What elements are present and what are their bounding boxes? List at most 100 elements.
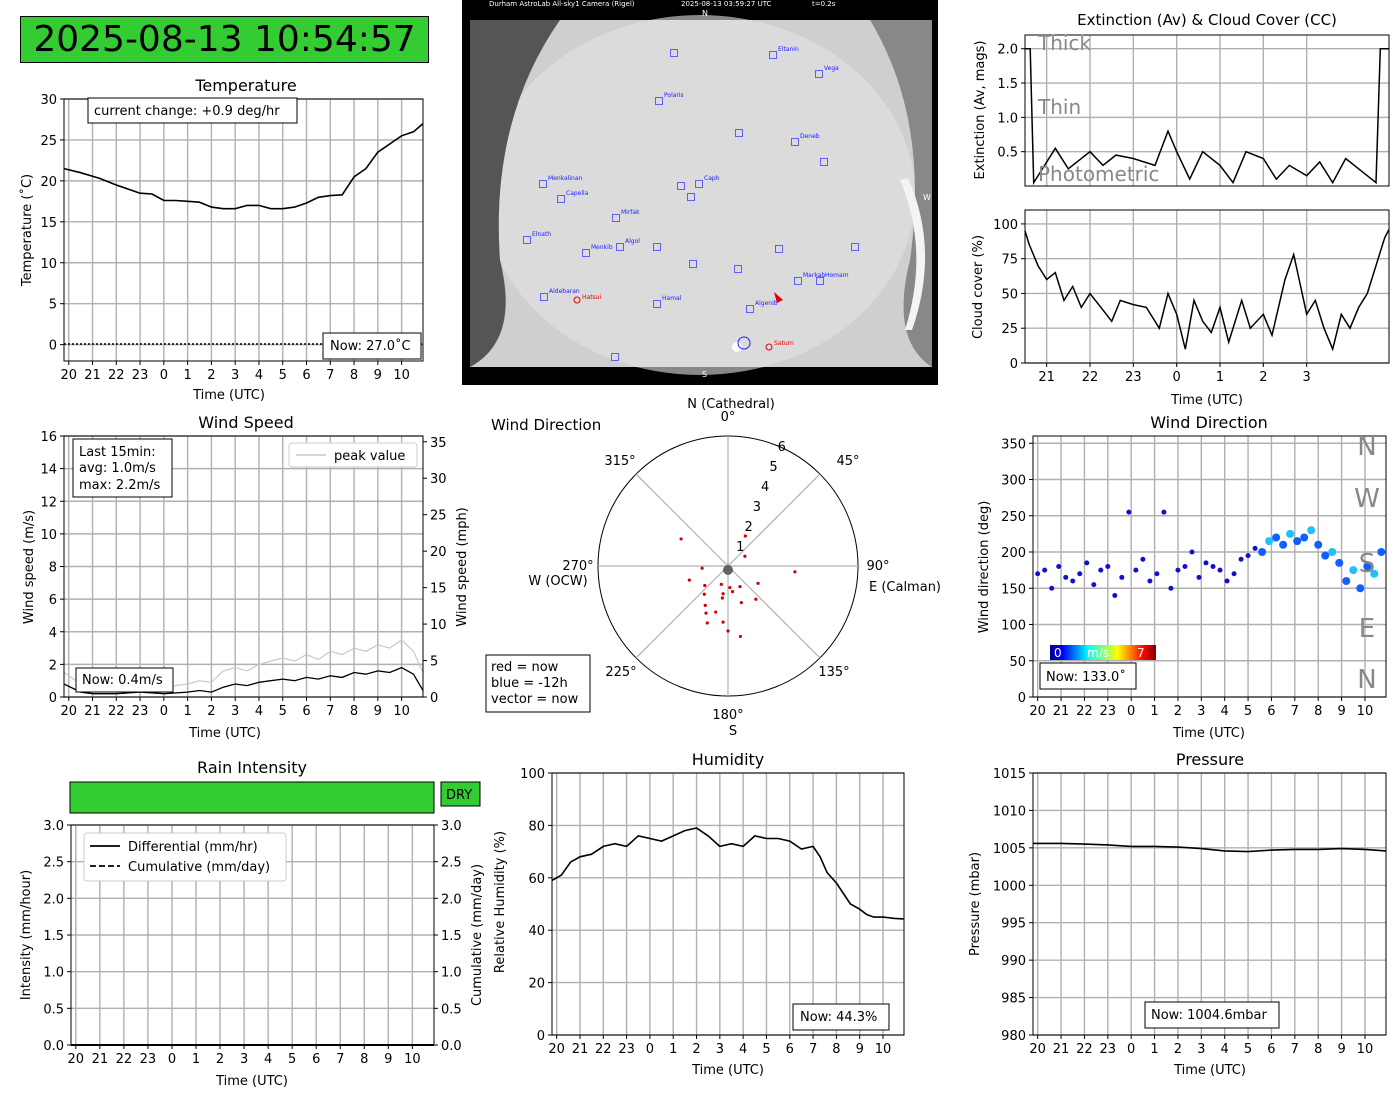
- allsky-star-markers: Eltanin Vega Polaris Deneb Menkalinan Capella…: [523, 46, 859, 361]
- temperature-y-ticks: 0 5 10 15 20 25 30: [40, 93, 64, 354]
- wind-direction-compass-label: N: [1357, 432, 1376, 462]
- cloud-ytick-label: 50: [1001, 287, 1018, 302]
- wind-direction-now-text: Now: 133.0˚: [1046, 669, 1126, 685]
- wind-speed-y2tick-label: 15: [430, 582, 447, 597]
- wind-direction-point: [1182, 564, 1188, 569]
- temperature-x-ticks: 20 21 22 23 0 1 2 3 4 5 6 7 8 9 10: [60, 361, 410, 383]
- humidity-xtick-label: 9: [856, 1042, 864, 1057]
- wind-direction-xtick-label: 7: [1291, 704, 1299, 719]
- wind-speed-legend-label: peak value: [334, 449, 405, 464]
- allsky-star-label: Caph: [704, 175, 720, 182]
- pressure-xtick-label: 7: [1291, 1042, 1299, 1057]
- wind-direction-point: [1321, 551, 1330, 560]
- wind-direction-point: [1077, 571, 1083, 577]
- allsky-star-box: [769, 51, 777, 59]
- wind-speed-ytick-label: 0: [49, 691, 57, 706]
- temperature-xtick-label: 1: [183, 368, 191, 383]
- rain-status-text: DRY: [446, 788, 472, 803]
- rain-cumulative-ytick-label: 2.5: [441, 856, 462, 871]
- rain-x-ticks: 20 21 22 23 0 1 2 3 4 5 6 7 8 9 10: [68, 1045, 421, 1067]
- rain-ytick-label: 1.5: [43, 929, 64, 944]
- wind-polar-title: Wind Direction: [491, 416, 601, 434]
- humidity-xtick-label: 6: [786, 1042, 794, 1057]
- allsky-label-w: W: [923, 193, 931, 202]
- wind-direction-point: [1105, 564, 1111, 569]
- wind-polar-point: [703, 583, 707, 588]
- wind-polar-legend-box: [485, 654, 591, 713]
- allsky-dome-edge: [900, 178, 926, 330]
- humidity-xtick-label: 0: [646, 1042, 654, 1057]
- allsky-star-label: Elnath: [532, 231, 551, 238]
- pressure-ytick-label: 1000: [993, 879, 1026, 894]
- pressure-xtick-label: 1: [1150, 1042, 1158, 1057]
- wind-polar-rtick-label: 5: [769, 460, 777, 475]
- wind-polar-legend-3: vector = now: [491, 692, 579, 707]
- rain-xtick-label: 10: [404, 1052, 421, 1067]
- rain-xtick-label: 20: [68, 1052, 85, 1067]
- rain-ylabel: Intensity (mm/hour): [19, 870, 34, 1000]
- wind-polar-label-s: S: [729, 724, 737, 739]
- wind-speed-ylabel: Wind speed (m/s): [22, 510, 37, 624]
- wind-direction-points: [1035, 509, 1386, 598]
- allsky-star-box: [653, 243, 661, 251]
- wind-polar-label-0: 0°: [721, 410, 736, 425]
- wind-direction-ytick-label: 350: [1001, 437, 1026, 452]
- wind-direction-point: [1189, 549, 1195, 555]
- humidity-series-line: [551, 827, 905, 920]
- temperature-title: Temperature: [194, 76, 296, 95]
- wind-direction-point: [1175, 567, 1181, 573]
- wind-polar-label-180: 180°: [712, 708, 743, 723]
- extinction-grid: [1025, 35, 1389, 186]
- allsky-star-box: [677, 182, 685, 190]
- temperature-series-line: [63, 122, 424, 210]
- wind-speed-stat-3: max: 2.2m/s: [79, 478, 161, 493]
- wind-direction-x-ticks: 20 21 22 23 0 1 2 3 4 5 6 7 8 9 10: [1029, 697, 1373, 719]
- wind-polar-points: [679, 534, 797, 639]
- wind-direction-xlabel: Time (UTC): [1172, 726, 1245, 741]
- pressure-xtick-label: 0: [1127, 1042, 1135, 1057]
- wind-speed-xtick-label: 4: [255, 704, 263, 719]
- wind-direction-point: [1314, 540, 1323, 549]
- wind-direction-point: [1272, 533, 1281, 542]
- pressure-x-ticks: 20 21 22 23 0 1 2 3 4 5 6 7 8 9 10: [1029, 1035, 1373, 1057]
- wind-direction-point: [1363, 562, 1372, 571]
- allsky-star-label: Algenib: [755, 300, 778, 307]
- wind-speed-xtick-label: 7: [326, 704, 334, 719]
- humidity-xtick-label: 7: [809, 1042, 817, 1057]
- humidity-ytick-label: 20: [528, 977, 545, 992]
- pressure-ytick-label: 1015: [993, 767, 1026, 782]
- rain-xtick-label: 0: [168, 1052, 176, 1067]
- allsky-bright-light: [732, 342, 742, 352]
- wind-speed-x-ticks: 20 21 22 23 0 1 2 3 4 5 6 7 8 9 10: [60, 697, 410, 719]
- wind-direction-ytick-label: 50: [1009, 655, 1026, 670]
- rain-xtick-label: 5: [288, 1052, 296, 1067]
- allsky-label-n: N: [702, 9, 708, 18]
- wind-direction-point: [1217, 567, 1223, 573]
- humidity-xtick-label: 5: [762, 1042, 770, 1057]
- rain-cumulative-ytick-label: 0.0: [441, 1039, 462, 1054]
- wind-polar-point: [687, 578, 691, 582]
- cloud-x-ticks: 21 22 23 0 1 2 3: [1038, 363, 1311, 385]
- wind-speed-stats-box: [72, 438, 173, 498]
- pressure-ytick-label: 990: [1001, 954, 1026, 969]
- rain-status-badge: [440, 781, 481, 807]
- temperature-xtick-label: 5: [279, 368, 287, 383]
- wind-direction-point: [1245, 553, 1251, 559]
- allsky-star-box: [653, 300, 661, 308]
- wind-speed-ytick-label: 2: [49, 658, 57, 673]
- wind-direction-ytick-label: 100: [1001, 619, 1026, 634]
- wind-direction-point: [1112, 593, 1118, 598]
- allsky-star-box: [816, 277, 824, 285]
- pressure-xtick-label: 9: [1337, 1042, 1345, 1057]
- wind-direction-xtick-label: 10: [1357, 704, 1374, 719]
- extinction-ytick-label: 0.5: [997, 146, 1018, 161]
- temperature-xtick-label: 22: [108, 368, 125, 383]
- wind-direction-point: [1133, 567, 1139, 573]
- wind-polar-label-315: 315°: [604, 454, 635, 469]
- temperature-ytick-label: 0: [49, 339, 57, 354]
- wind-direction-frame: [1032, 435, 1387, 698]
- temperature-ytick-label: 10: [40, 257, 57, 272]
- wind-direction-point: [1063, 574, 1069, 580]
